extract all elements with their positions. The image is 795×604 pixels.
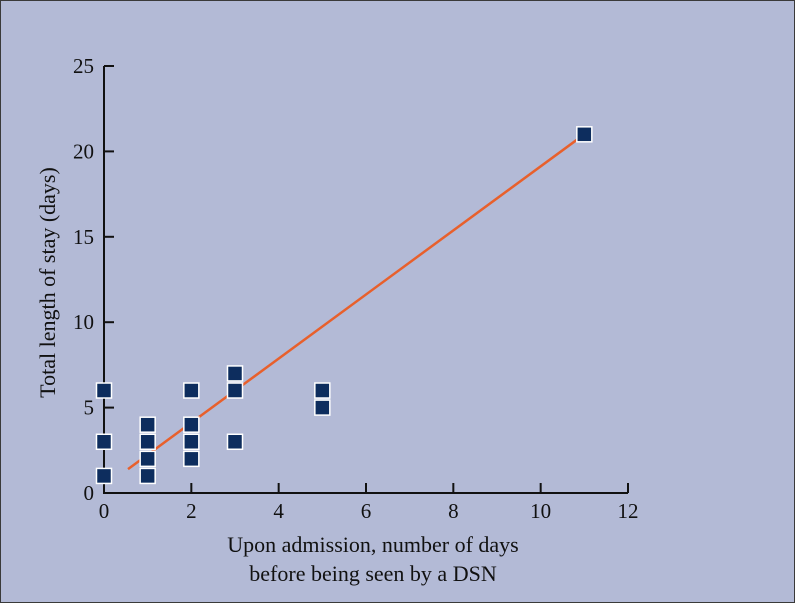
- data-point: [183, 382, 200, 399]
- y-axis-label: Total length of stay (days): [35, 167, 60, 398]
- data-point: [226, 433, 244, 451]
- x-tick-label: 2: [186, 499, 197, 523]
- y-tick-label: 20: [73, 139, 94, 163]
- x-ticks: 0 2 4 6 8 10 12: [99, 483, 639, 523]
- data-point: [139, 450, 156, 468]
- data-point: [95, 467, 113, 485]
- y-tick-label: 15: [73, 225, 94, 249]
- data-point: [95, 433, 113, 451]
- data-point: [183, 433, 200, 451]
- y-tick-label: 5: [84, 396, 95, 420]
- x-tick-label: 10: [530, 499, 551, 523]
- x-axis-label-line-1: Upon admission, number of days: [227, 532, 518, 557]
- data-point: [226, 365, 244, 382]
- data-point: [139, 416, 156, 433]
- x-tick-label: 6: [361, 499, 372, 523]
- x-axis-label-line-2: before being seen by a DSN: [249, 561, 497, 586]
- y-tick-label: 10: [73, 310, 94, 334]
- data-point: [95, 382, 113, 399]
- trend-line-group: [127, 133, 586, 471]
- x-tick-label: 12: [618, 499, 639, 523]
- y-tick-label: 25: [73, 54, 94, 78]
- data-point: [183, 416, 200, 433]
- data-point: [226, 382, 244, 399]
- data-point: [314, 399, 331, 416]
- data-point: [139, 467, 156, 485]
- x-tick-label: 0: [99, 499, 110, 523]
- x-tick-label: 8: [448, 499, 459, 523]
- data-point: [139, 433, 156, 451]
- y-tick-label: 0: [84, 481, 95, 505]
- data-point: [576, 126, 593, 143]
- data-point: [183, 450, 200, 468]
- trend-line: [127, 133, 586, 471]
- data-point: [314, 382, 331, 399]
- y-ticks: 0 5 10 15 20 25: [73, 54, 114, 505]
- x-tick-label: 4: [273, 499, 284, 523]
- data-points: [95, 126, 593, 485]
